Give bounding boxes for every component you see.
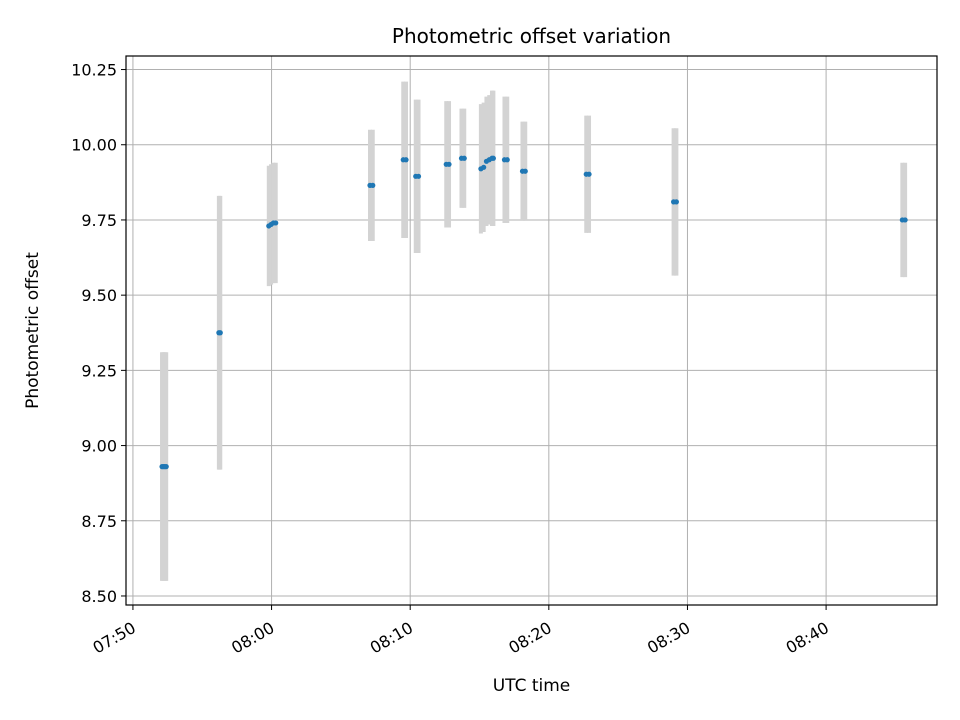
data-point bbox=[481, 164, 487, 170]
plot-area-frame bbox=[125, 55, 938, 606]
data-point bbox=[163, 464, 169, 470]
x-axis-title: UTC time bbox=[493, 676, 571, 696]
y-tick-label: 9.00 bbox=[81, 437, 117, 456]
data-point bbox=[673, 199, 679, 205]
data-point bbox=[403, 157, 409, 163]
y-tick-label: 9.50 bbox=[81, 286, 117, 305]
data-point bbox=[522, 168, 528, 174]
data-point bbox=[461, 155, 467, 161]
data-point bbox=[504, 157, 510, 163]
y-tick-label: 10.25 bbox=[71, 61, 117, 80]
y-tick-label: 8.75 bbox=[81, 512, 117, 531]
y-tick-label: 10.00 bbox=[71, 136, 117, 155]
data-point bbox=[273, 220, 279, 226]
y-tick-label: 9.25 bbox=[81, 361, 117, 380]
data-point bbox=[217, 330, 223, 336]
grid bbox=[126, 56, 937, 605]
data-points bbox=[159, 155, 908, 470]
data-point bbox=[415, 173, 422, 179]
data-point bbox=[446, 161, 452, 167]
y-axis-title: Photometric offset bbox=[23, 252, 43, 409]
data-point bbox=[370, 182, 376, 188]
data-point bbox=[490, 155, 496, 161]
data-point bbox=[902, 217, 908, 223]
y-tick-label: 9.75 bbox=[81, 211, 117, 230]
chart-title: Photometric offset variation bbox=[392, 24, 671, 48]
data-point bbox=[586, 171, 592, 177]
y-tick-label: 8.50 bbox=[81, 587, 117, 606]
